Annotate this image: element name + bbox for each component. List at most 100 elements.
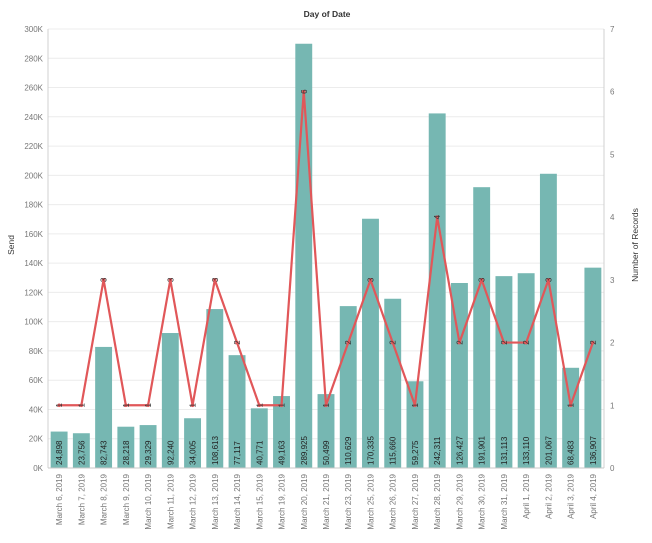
bar-value-label: 23,756 [77, 440, 86, 465]
bar-value-label: 49,163 [278, 440, 287, 465]
x-tick-label: March 29, 2019 [455, 473, 464, 529]
line-value-label: 1 [55, 403, 64, 408]
x-tick-label: March 21, 2019 [322, 473, 331, 529]
x-tick-label: March 23, 2019 [344, 473, 353, 529]
line-point [413, 403, 417, 408]
y-left-tick-label: 160K [24, 230, 43, 239]
y-right-tick-label: 0 [610, 464, 615, 473]
x-tick-label: March 27, 2019 [411, 473, 420, 529]
line-point [524, 340, 528, 345]
y-left-tick-label: 200K [24, 171, 43, 180]
line-value-label: 3 [478, 277, 487, 282]
x-tick-label: March 11, 2019 [166, 473, 175, 529]
bar [473, 187, 491, 468]
line-value-label: 6 [300, 89, 309, 94]
bar [250, 408, 268, 468]
line-value-label: 3 [544, 277, 553, 282]
bar-value-label: 115,660 [389, 436, 398, 465]
line-point [368, 278, 373, 282]
line-point [279, 403, 284, 408]
line-point [235, 340, 239, 345]
bar [228, 355, 246, 468]
records-line [59, 90, 594, 407]
x-tick-label: March 13, 2019 [211, 473, 220, 529]
line-value-label: 3 [211, 277, 220, 282]
line-point [457, 340, 462, 345]
line-value-label: 3 [100, 277, 109, 282]
y-left-tick-label: 40K [29, 405, 44, 414]
y-right-tick-label: 4 [610, 213, 615, 222]
bar [295, 43, 313, 469]
chart-title: Day of Date [304, 9, 351, 19]
line-point [324, 403, 328, 408]
line-point [168, 278, 173, 282]
bar [273, 396, 290, 468]
y-right-tick-label: 6 [610, 88, 615, 97]
x-tick-label: March 20, 2019 [300, 473, 309, 529]
x-tick-label: March 25, 2019 [366, 473, 375, 529]
x-tick-label: March 15, 2019 [255, 473, 264, 529]
x-tick-label: March 6, 2019 [55, 473, 64, 525]
bar [161, 333, 179, 468]
line-point [146, 403, 150, 408]
bar-value-label: 68,483 [567, 440, 576, 465]
y-right-tick-label: 7 [610, 25, 615, 34]
bar-value-label: 28,218 [122, 440, 131, 465]
line-point [390, 340, 395, 345]
x-tick-label: March 30, 2019 [478, 473, 487, 529]
line-value-label: 3 [366, 277, 375, 282]
bar [139, 425, 157, 468]
bar [428, 113, 446, 468]
x-tick-label: April 4, 2019 [589, 473, 598, 518]
line-point [190, 403, 195, 408]
bar-value-label: 50,499 [322, 440, 331, 465]
x-tick-label: March 14, 2019 [233, 473, 242, 529]
y-left-tick-label: 20K [29, 435, 44, 444]
line-point [346, 340, 351, 345]
bar [495, 276, 513, 468]
line-value-label: 1 [411, 403, 420, 408]
bar-value-label: 133,110 [522, 436, 531, 465]
y-right-tick-label: 3 [610, 276, 615, 285]
line-value-label: 2 [500, 340, 509, 345]
x-tick-label: March 10, 2019 [144, 473, 153, 529]
line-point [79, 403, 84, 408]
y-left-tick-label: 60K [29, 376, 44, 385]
bar-value-label: 136,907 [589, 436, 598, 465]
y-axis-right-title: Number of Records [630, 208, 640, 282]
y-right-tick-label: 2 [610, 339, 615, 348]
bar [339, 306, 357, 468]
line-point [57, 403, 61, 408]
line-point [502, 340, 506, 345]
bar [50, 431, 68, 468]
line-point [568, 403, 573, 408]
bar-value-label: 191,901 [478, 436, 487, 465]
bar [406, 381, 424, 468]
x-tick-label: March 8, 2019 [100, 473, 109, 525]
line-point [101, 278, 106, 282]
x-tick-label: April 1, 2019 [522, 473, 531, 518]
line-point [257, 403, 262, 408]
bar-value-label: 82,743 [100, 440, 109, 465]
bar-value-label: 201,067 [544, 436, 553, 465]
axes: 0K20K40K60K80K100K120K140K160K180K200K22… [24, 25, 615, 530]
line-value-label: 1 [567, 403, 576, 408]
line-point [213, 278, 217, 282]
x-tick-label: April 2, 2019 [544, 473, 553, 518]
y-left-tick-label: 120K [24, 288, 43, 297]
bar [584, 267, 602, 468]
y-left-tick-label: 220K [24, 142, 43, 151]
bar-value-label: 131,113 [500, 436, 509, 465]
y-left-tick-label: 180K [24, 201, 43, 210]
bar [384, 298, 402, 468]
bar [117, 426, 135, 468]
line-value-label: 2 [589, 340, 598, 345]
line-point [479, 278, 484, 282]
bar-value-label: 110,629 [344, 436, 353, 465]
x-tick-label: March 19, 2019 [278, 473, 287, 529]
line-value-label: 2 [522, 340, 531, 345]
y-left-tick-label: 280K [24, 54, 43, 63]
line-point [301, 89, 306, 94]
